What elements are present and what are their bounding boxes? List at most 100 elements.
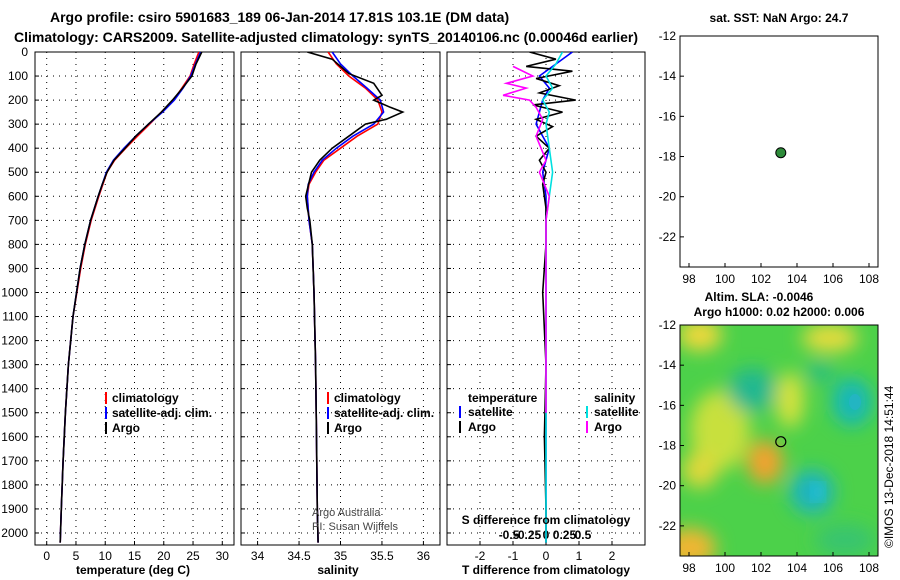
depth-tick-label: 1800: [1, 478, 28, 492]
map-x-tick-label: 102: [751, 561, 771, 575]
sst-map-axes: 98 100 102 104 106 108 -12 -14 -16 -18 -20 -22: [659, 29, 880, 286]
series-line-satellite-adj-clim-: [59, 52, 202, 543]
depth-tick-label: 1400: [1, 382, 28, 396]
map-y-tick-label: -18: [659, 439, 677, 453]
temperature-x-axis: 0 5 10 15 20 25 30: [43, 541, 229, 563]
s-diff-tick-label: -0.25: [514, 528, 542, 542]
x-tick-label: 30: [216, 549, 230, 563]
map-y-tick-label: -16: [659, 398, 677, 412]
depth-tick-label: 900: [8, 261, 28, 275]
s-diff-tick-label: -0.5: [499, 528, 520, 542]
depth-tick-label: 0: [21, 45, 28, 59]
temperature-legend: climatology satellite-adj. clim. Argo: [105, 391, 212, 435]
difference-series: [502, 52, 576, 543]
map-x-tick-label: 100: [715, 561, 735, 575]
legend-label: satellite-adj. clim.: [112, 406, 212, 420]
depth-tick-label: 100: [8, 69, 28, 83]
depth-tick-label: 1000: [1, 285, 28, 299]
temperature-series: [59, 52, 203, 543]
x-tick-label: -2: [475, 549, 486, 563]
map-x-tick-label: 102: [751, 272, 771, 286]
map-x-tick-label: 104: [787, 561, 807, 575]
difference-legend: temperature satellite Argo salinity sate…: [459, 391, 639, 434]
sla-map-title-1: Altim. SLA: -0.0046: [705, 290, 814, 304]
s-diff-tick-label: 0.5: [575, 528, 592, 542]
series-line-satellite-adj-clim-: [306, 52, 385, 543]
depth-tick-label: 800: [8, 237, 28, 251]
difference-sublabel: S difference from climatology: [462, 513, 631, 527]
map-y-tick-label: -20: [659, 190, 677, 204]
depth-tick-label: 1200: [1, 334, 28, 348]
x-tick-label: 1: [576, 549, 583, 563]
x-tick-label: 35.5: [370, 549, 394, 563]
legend-label: Argo: [112, 421, 140, 435]
legend-title-salinity: salinity: [594, 391, 636, 405]
salinity-xlabel: salinity: [317, 563, 359, 577]
legend-label: Argo: [468, 420, 496, 434]
legend-label: satellite: [468, 405, 513, 419]
temperature-xlabel: temperature (deg C): [76, 563, 190, 577]
x-tick-label: 20: [157, 549, 171, 563]
depth-tick-label: 600: [8, 189, 28, 203]
salinity-series: [304, 52, 405, 543]
difference-x-axis: -2 -1 0 1 2: [475, 541, 616, 563]
x-tick-label: 0: [543, 549, 550, 563]
salinity-grid: [241, 52, 440, 545]
series-line-argo-t: [526, 52, 576, 543]
map-x-tick-label: 108: [859, 272, 879, 286]
salinity-difference-axis: -0.5-0.25 0 0.250.5: [499, 528, 592, 542]
x-tick-label: 10: [99, 549, 113, 563]
series-line-climatology: [59, 52, 200, 543]
argo-position-ring: [775, 436, 787, 448]
depth-tick-label: 2000: [1, 526, 28, 540]
x-tick-label: 35: [334, 549, 348, 563]
salinity-legend: climatology satellite-adj. clim. Argo: [327, 391, 434, 435]
x-tick-label: 25: [186, 549, 200, 563]
sla-map-panel: [679, 324, 879, 557]
map-x-tick-label: 98: [682, 561, 696, 575]
s-diff-tick-label: 0.25: [553, 528, 577, 542]
sla-map-axes: 98 100 102 104 106 108 -12 -14 -16 -18 -20 -22: [659, 318, 880, 575]
x-tick-label: 15: [128, 549, 142, 563]
map-y-tick-label: -16: [659, 109, 677, 123]
temperature-grid: [35, 52, 234, 545]
depth-tick-label: 500: [8, 165, 28, 179]
map-y-tick-label: -12: [659, 29, 677, 43]
legend-label: Argo: [334, 421, 362, 435]
legend-label: satellite: [594, 405, 639, 419]
difference-xlabel: T difference from climatology: [462, 563, 630, 577]
x-tick-label: 34.5: [287, 549, 311, 563]
series-line-argo: [59, 52, 203, 543]
x-tick-label: 36: [417, 549, 431, 563]
title-line-2: Climatology: CARS2009. Satellite-adjuste…: [14, 29, 638, 45]
depth-tick-label: 1600: [1, 430, 28, 444]
sla-heatmap: [680, 325, 878, 556]
map-x-tick-label: 108: [859, 561, 879, 575]
legend-label: climatology: [112, 391, 179, 405]
x-tick-label: 0: [43, 549, 50, 563]
depth-tick-label: 300: [8, 117, 28, 131]
map-y-tick-label: -18: [659, 150, 677, 164]
map-y-tick-label: -14: [659, 69, 677, 83]
x-tick-label: 2: [609, 549, 616, 563]
map-y-tick-label: -22: [659, 519, 677, 533]
x-tick-label: 34: [251, 549, 265, 563]
map-y-tick-label: -22: [659, 230, 677, 244]
x-tick-label: 5: [73, 549, 80, 563]
series-line-argo: [304, 52, 405, 543]
depth-tick-label: 1300: [1, 358, 28, 372]
map-y-tick-label: -20: [659, 479, 677, 493]
map-x-tick-label: 106: [823, 561, 843, 575]
map-x-tick-label: 100: [715, 272, 735, 286]
credit-line-1: Argo Australia: [312, 507, 381, 519]
credit-line-2: PI: Susan Wijffels: [312, 521, 398, 533]
legend-label: satellite-adj. clim.: [334, 406, 434, 420]
sst-map-title: sat. SST: NaN Argo: 24.7: [710, 11, 849, 25]
map-y-tick-label: -14: [659, 358, 677, 372]
map-x-tick-label: 104: [787, 272, 807, 286]
depth-tick-label: 1900: [1, 502, 28, 516]
sla-map-title-2: Argo h1000: 0.02 h2000: 0.006: [694, 305, 865, 319]
legend-title-temperature: temperature: [468, 391, 538, 405]
map-x-tick-label: 106: [823, 272, 843, 286]
